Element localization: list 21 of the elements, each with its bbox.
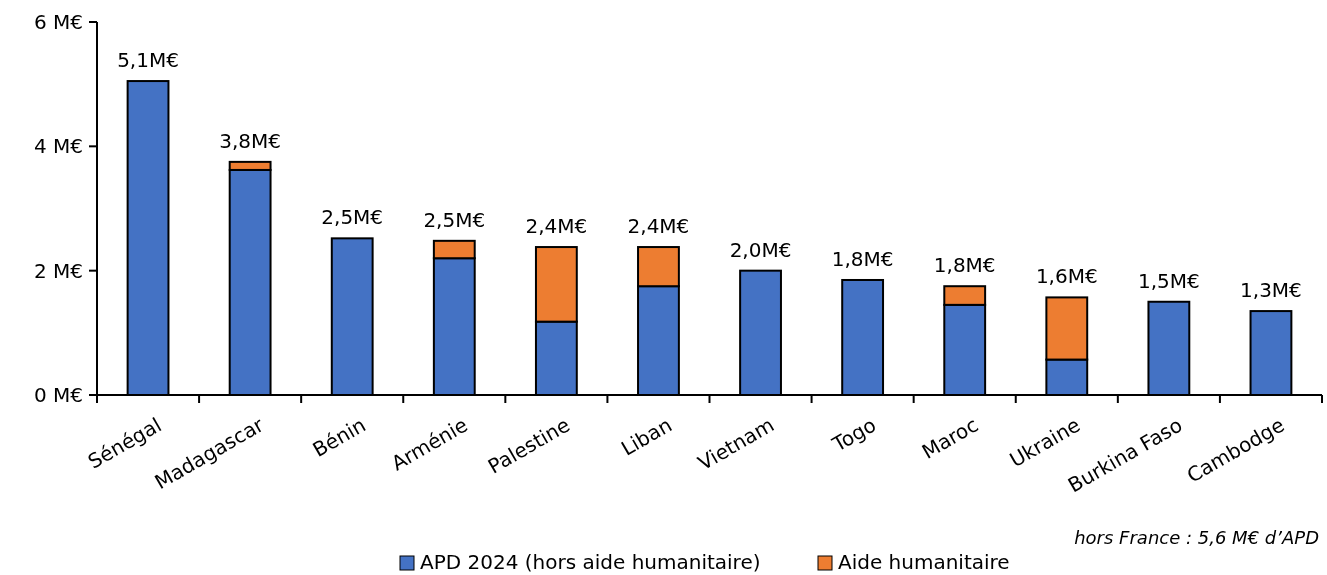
total-label: 2,5M€ — [423, 207, 486, 232]
total-label: 2,5M€ — [321, 205, 384, 230]
legend-label: APD 2024 (hors aide humanitaire) — [420, 550, 761, 574]
total-label: 1,8M€ — [933, 253, 996, 278]
total-label: 1,6M€ — [1035, 264, 1098, 289]
total-label: 3,8M€ — [219, 128, 282, 153]
y-tick-label: 6 M€ — [33, 10, 83, 34]
y-tick-label: 0 M€ — [33, 383, 83, 407]
total-label: 5,1M€ — [117, 48, 179, 73]
legend-label: Aide humanitaire — [838, 550, 1010, 574]
total-label: 2,0M€ — [729, 237, 792, 262]
x-tick-label: Togo — [827, 412, 881, 457]
x-tick-label: Liban — [616, 412, 676, 461]
total-label: 1,8M€ — [831, 246, 894, 271]
total-label: 2,4M€ — [525, 214, 588, 239]
total-label: 2,4M€ — [627, 214, 690, 239]
text: hors France : 5,6 M€ d’APD — [1074, 527, 1319, 548]
total-label: 1,3M€ — [1240, 278, 1302, 303]
total-label: 1,5M€ — [1137, 268, 1200, 293]
y-tick-label: 4 M€ — [33, 134, 83, 159]
y-tick-label: 2 M€ — [33, 258, 83, 283]
